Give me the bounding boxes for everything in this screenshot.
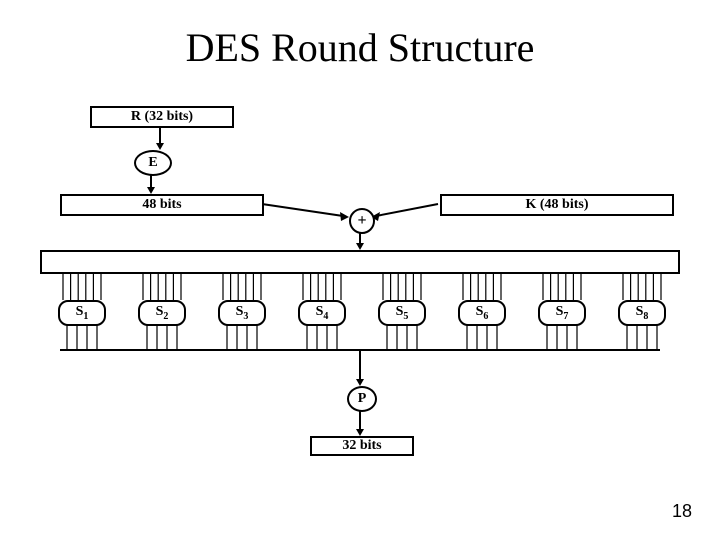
page-number: 18 xyxy=(672,501,692,522)
page-title: DES Round Structure xyxy=(0,0,720,75)
sbox-6: S6 xyxy=(458,300,506,326)
p-permutation-box: P xyxy=(347,386,377,412)
des-diagram: R (32 bits) E 48 bits K (48 bits) + S1 S2… xyxy=(40,100,680,470)
sbox-5: S5 xyxy=(378,300,426,326)
bits48-box: 48 bits xyxy=(60,194,264,216)
sbox-1: S1 xyxy=(58,300,106,326)
sbox-8: S8 xyxy=(618,300,666,326)
xor-node: + xyxy=(349,208,375,234)
r-input-box: R (32 bits) xyxy=(90,106,234,128)
sbox-4: S4 xyxy=(298,300,346,326)
distribution-box xyxy=(40,250,680,274)
sbox-3: S3 xyxy=(218,300,266,326)
sbox-7: S7 xyxy=(538,300,586,326)
output32-box: 32 bits xyxy=(310,436,414,456)
sbox-2: S2 xyxy=(138,300,186,326)
key48-box: K (48 bits) xyxy=(440,194,674,216)
e-expansion-box: E xyxy=(134,150,172,176)
